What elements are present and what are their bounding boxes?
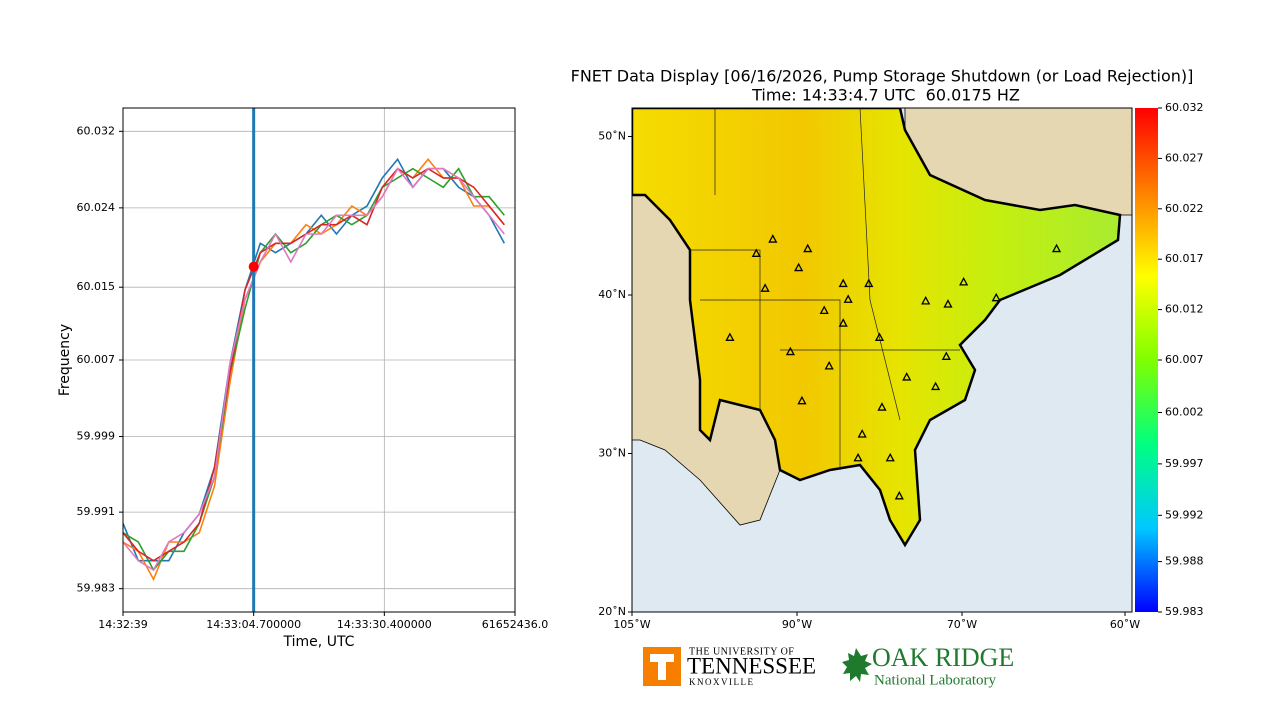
station [838,278,848,288]
station [902,372,912,381]
station [921,295,931,305]
x-tick-label: 70˚W [947,618,977,631]
map-subtitle: Time: 14:33:4.7 UTC 60.0175 HZ [751,86,1020,105]
station [824,360,834,370]
x-tick-label: 105˚W [613,618,650,631]
y-tick-label: 60.007 [77,353,116,366]
series-line [123,167,505,572]
colorbar-tick-label: 60.007 [1165,353,1204,366]
border [859,108,901,421]
colorbar-tick-label: 60.032 [1165,101,1204,114]
colorbar-tick-label: 59.992 [1165,508,1204,521]
station [838,318,848,327]
colorbar-tick-label: 60.002 [1165,405,1204,418]
x-tick-label: 61652436.0 [482,618,548,631]
station [857,429,867,438]
station [819,305,829,315]
station [885,452,895,462]
series-line [123,167,505,562]
stations [725,234,1062,500]
y-tick-label: 30˚N [598,447,626,460]
ut-top: THE UNIVERSITY OF [689,646,794,657]
colorbar-tick-label: 59.983 [1165,605,1204,618]
station [803,243,813,253]
y-tick-label: 59.999 [77,430,116,443]
x-tick-label: 14:33:04.700000 [206,618,301,631]
y-tick-label: 50˚N [598,130,626,143]
station [943,299,953,308]
station [768,234,778,243]
map-title: FNET Data Display [06/16/2026, Pump Stor… [571,67,1194,86]
colorbar-ticks: 59.983 59.988 59.992 59.997 60.002 60.007 60.0… [1158,101,1204,618]
station [991,292,1001,302]
border [700,299,841,470]
station [959,276,969,286]
ornl-leaf [842,648,872,682]
station [894,490,904,500]
ornl-name: OAK RIDGE [872,643,1014,672]
station [751,248,761,257]
station [874,332,885,341]
station [941,351,951,360]
border [690,249,761,410]
ut-logo-t [650,654,674,680]
station [853,452,863,462]
x-tick-label: 60˚W [1110,618,1140,631]
y-tick-label: 40˚N [598,288,626,301]
station [843,294,853,303]
station [760,283,770,292]
station [725,332,735,341]
y-tick-label: 20˚N [598,605,626,618]
lines [123,108,506,612]
colorbar-tick-label: 60.022 [1165,202,1204,215]
x-tick-label: 14:33:30.400000 [337,618,432,631]
station [785,346,795,356]
station [794,262,804,272]
x-tick-label: 14:32:39 [98,618,147,631]
x-tick-label: 90˚W [782,618,812,631]
colorbar [1135,108,1158,612]
land-colored [632,108,1122,548]
y-tick-label: 60.032 [77,124,116,137]
y-tick-label: 60.015 [77,280,116,293]
station [797,395,807,405]
ornl-sub: National Laboratory [874,672,997,688]
y-tick-label: 60.024 [77,201,116,214]
colorbar-tick-label: 60.012 [1165,303,1204,316]
station [1051,243,1062,253]
station [931,381,941,391]
station [864,278,874,288]
ut-city: KNOXVILLE [689,677,755,687]
y-tick-label: 59.991 [77,505,116,518]
y-tick-label: 59.983 [77,582,116,595]
colorbar-tick-label: 59.997 [1165,457,1204,470]
colorbar-tick-label: 60.027 [1165,151,1204,164]
map [632,108,1132,612]
station [877,402,887,411]
x-axis-label: Time, UTC [283,634,355,650]
y-axis-label: Frequency [57,324,73,396]
map-axes: 105˚W 90˚W 70˚W 60˚W 20˚N 30˚N 40˚N 50˚N [598,130,1140,631]
map-frame [631,107,1133,613]
ut-name: TENNESSEE [687,653,816,678]
colorbar-tick-label: 60.017 [1165,252,1204,265]
cursor-marker [248,261,259,272]
colorbar-tick-label: 59.988 [1165,555,1204,568]
